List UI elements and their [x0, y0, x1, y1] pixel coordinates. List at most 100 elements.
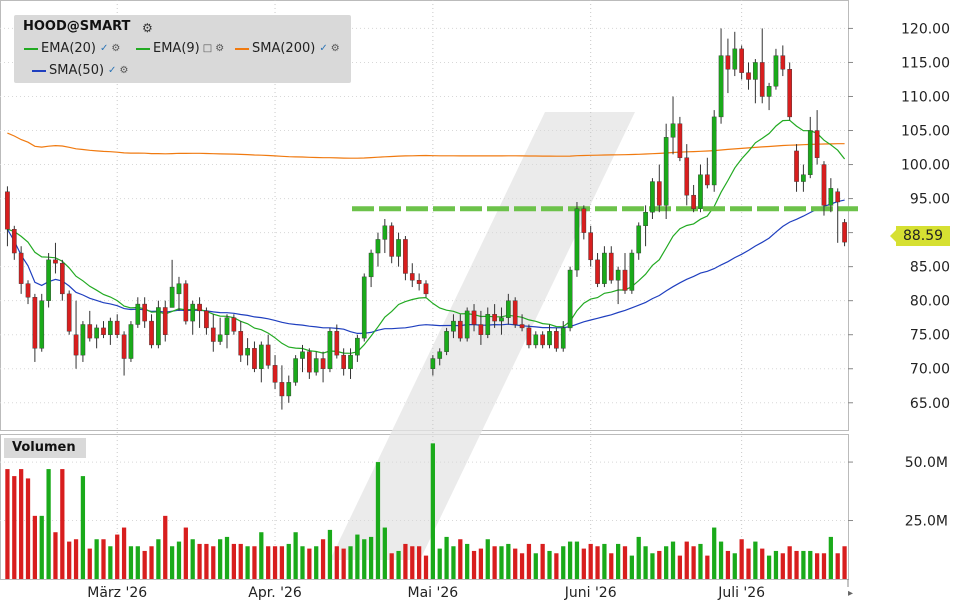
candle-body — [656, 181, 662, 206]
candle-body — [341, 354, 346, 369]
volume-bar — [190, 539, 195, 579]
volume-bar — [595, 546, 600, 579]
candle-body — [691, 194, 696, 209]
volume-bar — [197, 543, 202, 579]
candle-body — [725, 55, 731, 70]
candle-body — [444, 331, 449, 352]
volume-bar — [410, 546, 415, 579]
price-tick-label: 115.00 — [901, 55, 950, 71]
settings-icon[interactable]: ⚙ — [142, 21, 153, 35]
candle-body — [66, 293, 72, 332]
sma200-swatch — [235, 47, 249, 50]
candle-body — [245, 348, 250, 356]
candle-body — [684, 157, 690, 196]
volume-panel-label: Volumen — [4, 438, 86, 458]
x-tick-label: Apr. '26 — [248, 585, 302, 600]
volume-bar — [650, 553, 655, 579]
volume-bar — [588, 543, 593, 579]
settings-icon[interactable]: ⚙ — [215, 43, 225, 54]
candle-body — [478, 324, 484, 335]
candle-body — [828, 188, 834, 206]
check-icon[interactable]: ✓ — [319, 43, 328, 54]
candle-body — [471, 310, 477, 325]
candle-body — [821, 164, 827, 206]
candle-body — [252, 348, 257, 369]
volume-bar — [664, 546, 669, 579]
candle-body — [375, 239, 381, 254]
legend-ema9[interactable]: EMA(9) □ ⚙ — [136, 41, 224, 56]
candle-body — [560, 327, 566, 349]
last-price-tag: 88.59 — [890, 226, 950, 246]
candle-body — [272, 365, 278, 383]
volume-bar — [348, 546, 353, 579]
checkbox-icon[interactable]: □ — [202, 43, 213, 54]
candle-body — [807, 130, 813, 175]
candle-body — [87, 324, 93, 339]
volume-bar — [766, 555, 772, 579]
candle-body — [416, 280, 422, 284]
volume-bar — [272, 546, 278, 579]
candle-body — [732, 48, 738, 70]
candle-body — [430, 358, 436, 369]
candle-body — [759, 62, 765, 97]
candle-body — [705, 174, 710, 186]
volume-bar — [94, 539, 99, 579]
candle-body — [512, 300, 518, 325]
sma200-line — [7, 132, 845, 159]
volume-bar — [478, 548, 484, 579]
volume-bar — [561, 546, 566, 579]
candle-body — [108, 320, 113, 335]
volume-bar — [547, 550, 552, 579]
volume-bar — [60, 469, 65, 579]
settings-icon[interactable]: ⚙ — [330, 43, 340, 54]
volume-bar — [602, 543, 607, 579]
candle-body — [176, 283, 182, 295]
candle-body — [766, 86, 772, 97]
price-tick-label: 80.00 — [910, 294, 950, 310]
candle-body — [842, 222, 847, 243]
volume-bar — [293, 532, 298, 579]
volume-bar — [691, 546, 696, 579]
legend-sma200[interactable]: SMA(200) ✓ ⚙ — [235, 41, 340, 56]
volume-bar — [842, 546, 847, 579]
volume-bar — [156, 539, 161, 579]
volume-bar — [5, 469, 10, 579]
volume-bar — [753, 541, 758, 579]
ema9-label: EMA(9) — [153, 41, 200, 56]
volume-bar — [115, 534, 120, 579]
candle-body — [622, 269, 628, 291]
settings-icon[interactable]: ⚙ — [111, 43, 121, 54]
candle-body — [46, 259, 51, 301]
candle-body — [773, 55, 779, 87]
settings-icon[interactable]: ⚙ — [119, 65, 129, 76]
volume-bar — [224, 536, 230, 579]
sma50-label: SMA(50) — [49, 63, 105, 78]
volume-bar — [183, 527, 188, 579]
check-icon[interactable]: ✓ — [100, 43, 109, 54]
volume-bar — [451, 546, 456, 579]
volume-bar — [46, 469, 51, 579]
candle-body — [677, 123, 683, 158]
candle-body — [615, 269, 621, 281]
volume-bar — [712, 527, 717, 579]
volume-bar — [286, 543, 291, 579]
check-icon[interactable]: ✓ — [108, 65, 117, 76]
volume-bar — [787, 546, 792, 579]
volume-bar — [108, 546, 113, 579]
volume-bar — [279, 546, 285, 579]
candle-body — [574, 208, 580, 271]
candle-body — [355, 337, 360, 356]
candle-body — [670, 123, 676, 138]
volume-bar — [417, 546, 422, 579]
candle-body — [396, 239, 401, 257]
candle-body — [547, 331, 552, 346]
volume-bar — [204, 543, 209, 579]
legend-sma50[interactable]: SMA(50) ✓ ⚙ — [32, 63, 128, 78]
price-tick-label: 95.00 — [910, 192, 950, 208]
candle-body — [94, 327, 99, 339]
candle-body — [217, 334, 223, 342]
candle-body — [801, 174, 806, 182]
legend-ema20[interactable]: EMA(20) ✓ ⚙ — [24, 41, 120, 56]
